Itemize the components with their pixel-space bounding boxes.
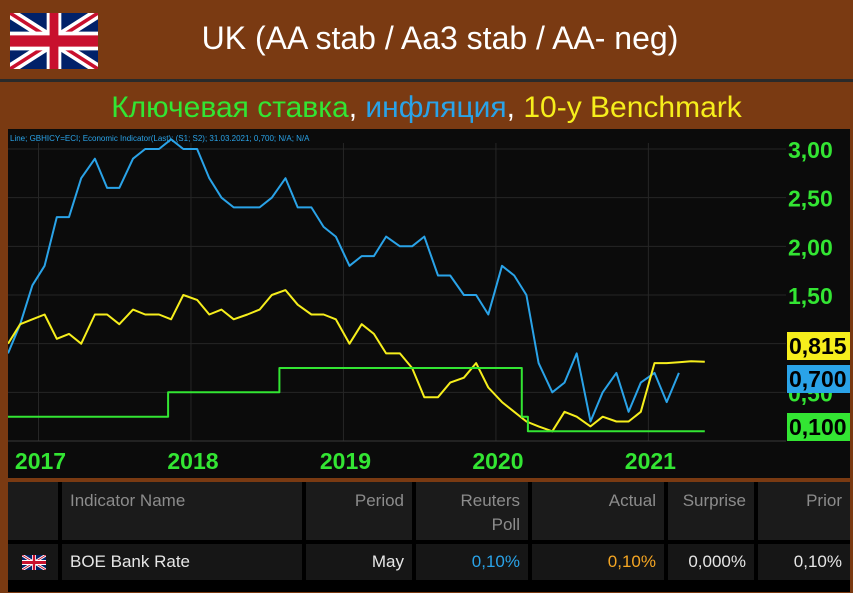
table-header-surprise: Surprise	[668, 482, 754, 540]
table-row-flag	[8, 544, 58, 580]
last-value-box	[787, 332, 850, 360]
indicator-table: Indicator Name Period Reuters Poll Actua…	[8, 482, 850, 592]
x-tick-label: 2021	[625, 448, 676, 474]
series-line-2	[8, 289, 705, 433]
divider	[0, 79, 853, 82]
table-cell-prior: 0,10%	[758, 544, 850, 580]
line-chart[interactable]: Line; GBHICY=ECI; Economic Indicator(Las…	[8, 129, 850, 478]
table-cell-indicator[interactable]: BOE Bank Rate	[62, 544, 302, 580]
subtitle-separator: ,	[348, 91, 366, 124]
chart-subtitle: Ключевая ставка, инфляция, 10-y Benchmar…	[0, 86, 853, 130]
y-tick-label: 2,00	[788, 234, 833, 260]
table-cell-actual: 0,10%	[532, 544, 664, 580]
x-tick-label: 2018	[167, 448, 218, 474]
series-line-1	[8, 138, 680, 423]
x-tick-label: 2019	[320, 448, 371, 474]
page-title: UK (AA stab / Aa3 stab / AA- neg)	[201, 20, 679, 56]
title-banner: UK (AA stab / Aa3 stab / AA- neg)	[0, 0, 853, 79]
subtitle-key-rate: Ключевая ставка	[111, 91, 349, 124]
x-tick-label: 2017	[15, 448, 66, 474]
uk-flag-icon	[10, 13, 98, 69]
subtitle-separator: ,	[506, 91, 524, 124]
chart-canvas[interactable]: Line; GBHICY=ECI; Economic Indicator(Las…	[8, 129, 850, 478]
table-cell-period: May	[306, 544, 412, 580]
y-tick-label: 3,00	[788, 137, 833, 163]
table-header-period: Period	[306, 482, 412, 540]
subtitle-benchmark: 10-y Benchmark	[523, 91, 742, 124]
y-tick-label: 1,50	[788, 283, 833, 309]
table-cell-poll: 0,10%	[416, 544, 528, 580]
y-tick-label: 2,50	[788, 186, 833, 212]
last-value-box	[787, 413, 850, 441]
table-header-prior: Prior	[758, 482, 850, 540]
table-header-poll: Reuters Poll	[416, 482, 528, 540]
table-header-indicator: Indicator Name	[62, 482, 302, 540]
chart-info-line: Line; GBHICY=ECI; Economic Indicator(Las…	[10, 134, 310, 143]
table-header-flag	[8, 482, 58, 540]
table-cell-surprise: 0,000%	[668, 544, 754, 580]
last-value-label: 0,100	[789, 414, 847, 440]
subtitle-inflation: инфляция	[365, 91, 507, 124]
last-value-box	[787, 365, 850, 393]
last-value-label: 0,700	[789, 366, 847, 392]
table-header-actual: Actual	[532, 482, 664, 540]
series-line-3	[8, 367, 705, 433]
uk-flag-icon	[22, 555, 46, 570]
last-value-label: 0,815	[789, 333, 847, 359]
x-tick-label: 2020	[472, 448, 523, 474]
